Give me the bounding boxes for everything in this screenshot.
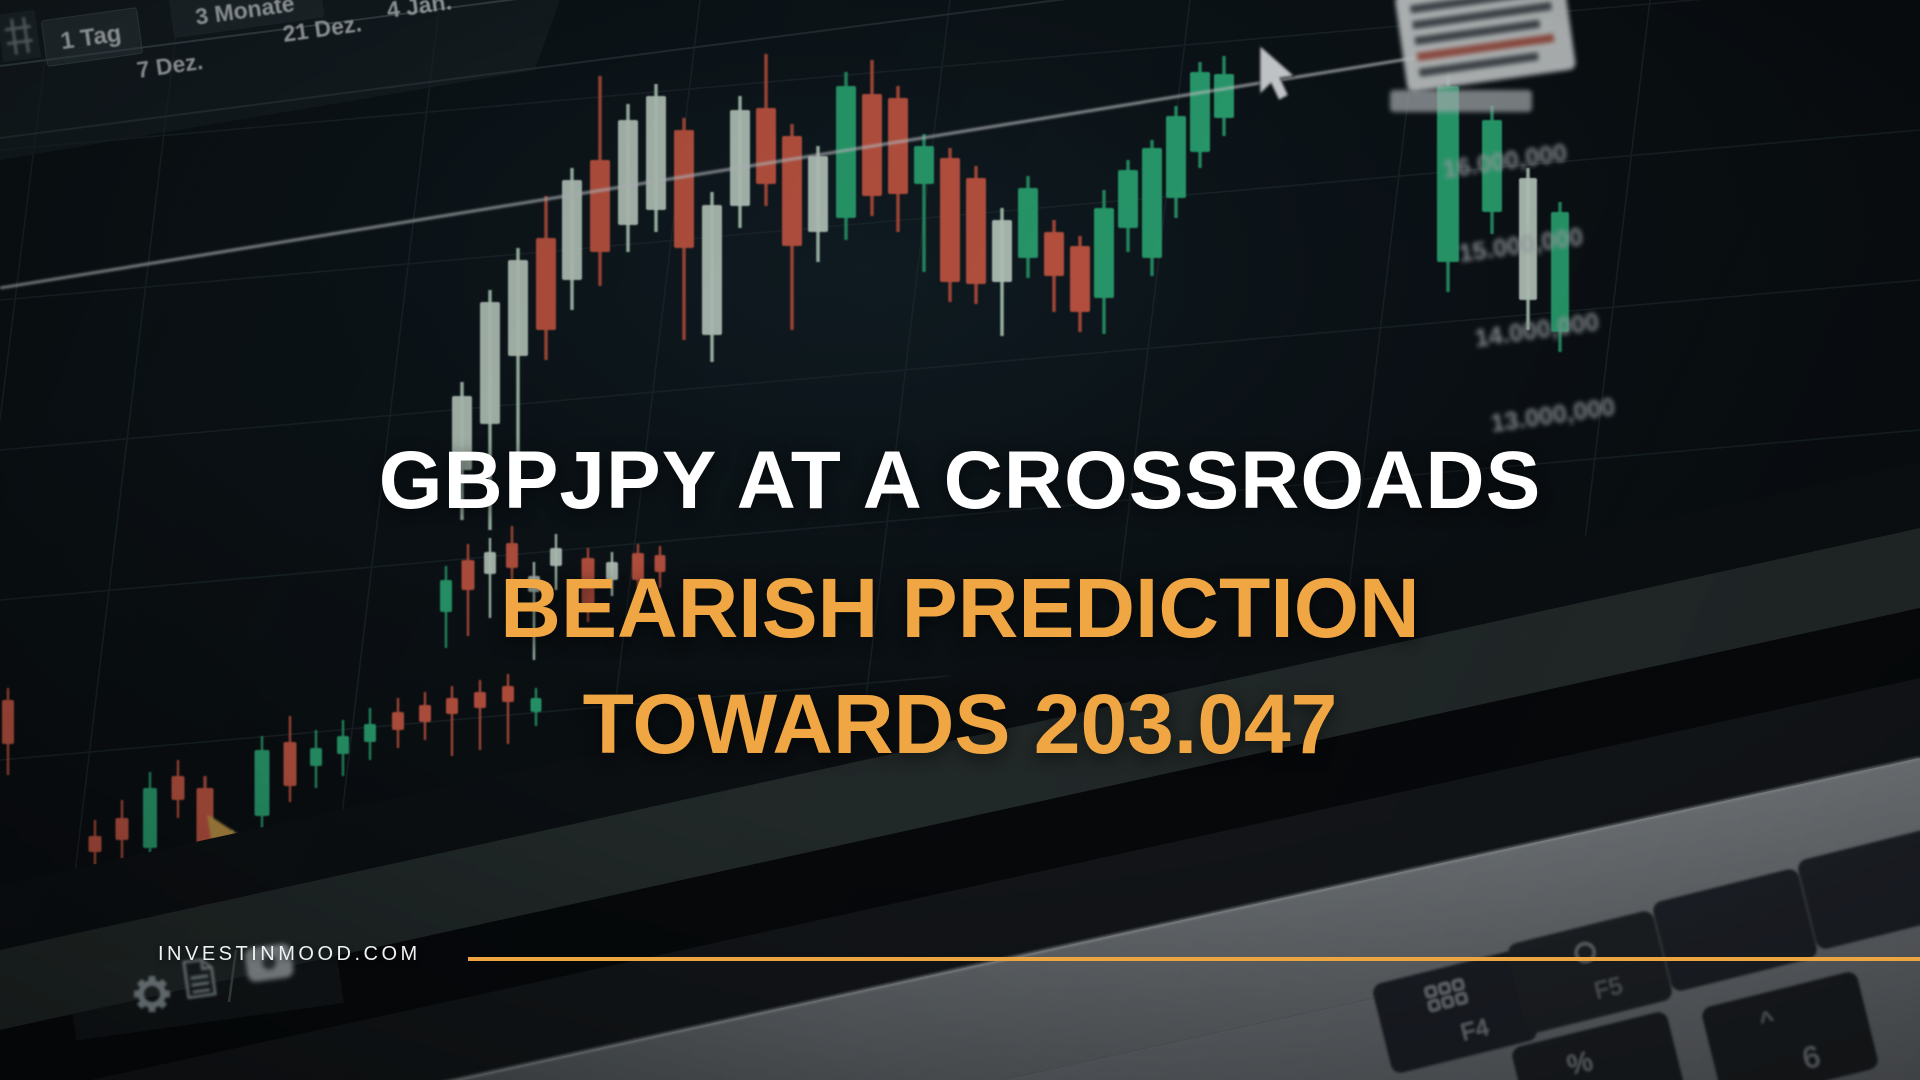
candle-body — [115, 818, 129, 840]
candle-body — [702, 205, 722, 335]
candle-body — [966, 178, 986, 284]
candle-body — [1044, 232, 1064, 276]
candle-body — [808, 156, 828, 232]
candle-body — [756, 108, 776, 184]
candle-body — [88, 836, 102, 852]
candle-body — [782, 136, 802, 246]
candle-body — [1214, 74, 1234, 118]
candle-body — [674, 130, 694, 248]
candle-body — [171, 776, 185, 800]
current-price-blur — [1390, 90, 1532, 112]
candle-body — [1142, 148, 1162, 258]
candle-body — [590, 160, 610, 252]
candle-body — [508, 260, 528, 356]
candle-body — [1070, 246, 1090, 312]
candle-body — [1190, 72, 1210, 152]
accent-divider-line — [468, 957, 1920, 961]
headline-line-3: TOWARDS 203.047 — [582, 677, 1338, 771]
candle-body — [940, 158, 960, 282]
candle-body — [480, 302, 500, 424]
candle-body — [143, 788, 157, 848]
candle-body — [618, 120, 638, 225]
headline-line-1: GBPJPY AT A CROSSROADS — [378, 435, 1542, 526]
candle-body — [992, 220, 1012, 282]
watermark-site-name: INVESTINMOOD.COM — [158, 943, 421, 965]
candle-body — [730, 110, 750, 206]
candle-body — [646, 96, 666, 210]
grid-view-icon — [0, 9, 42, 63]
candle-body — [888, 98, 908, 194]
candle-body — [1094, 208, 1114, 298]
candle-body — [1118, 170, 1138, 228]
candle-body — [1018, 188, 1038, 258]
candle-body — [1166, 116, 1186, 198]
headline-line-2: BEARISH PREDICTION — [500, 561, 1420, 655]
candle-body — [536, 238, 556, 330]
candle-body — [914, 146, 934, 184]
